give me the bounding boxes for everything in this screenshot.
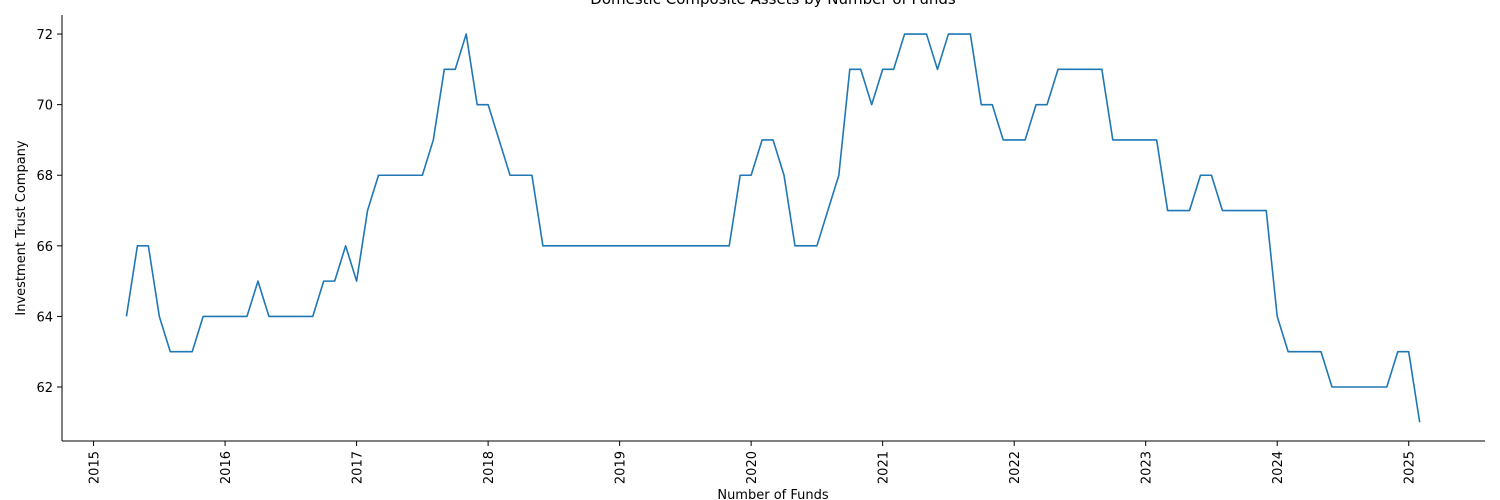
- y-axis-label: Investment Trust Company: [14, 140, 29, 316]
- chart-title: Domestic Composite Assets by Number of F…: [590, 0, 956, 8]
- data-line: [125, 33, 1421, 423]
- x-tick-label: 2017: [351, 451, 366, 484]
- y-tick-label: 68: [36, 169, 53, 184]
- y-tick-label: 66: [36, 240, 53, 255]
- y-tick-label: 70: [36, 99, 53, 114]
- x-tick-label: 2020: [745, 451, 760, 484]
- x-tick-label: 2016: [219, 451, 234, 484]
- x-axis-label: Number of Funds: [717, 488, 829, 500]
- y-tick-label: 64: [36, 310, 53, 325]
- y-tick-label: 62: [36, 381, 53, 396]
- y-tick-label: 72: [36, 28, 53, 43]
- x-tick-label: 2021: [877, 451, 892, 484]
- x-tick-label: 2024: [1271, 451, 1286, 484]
- x-tick-label: 2019: [614, 451, 629, 484]
- x-tick-label: 2015: [88, 451, 103, 484]
- x-tick-label: 2018: [482, 451, 497, 484]
- x-tick-label: 2023: [1140, 451, 1155, 484]
- x-tick-label: 2022: [1008, 451, 1023, 484]
- x-tick-label: 2025: [1403, 451, 1418, 484]
